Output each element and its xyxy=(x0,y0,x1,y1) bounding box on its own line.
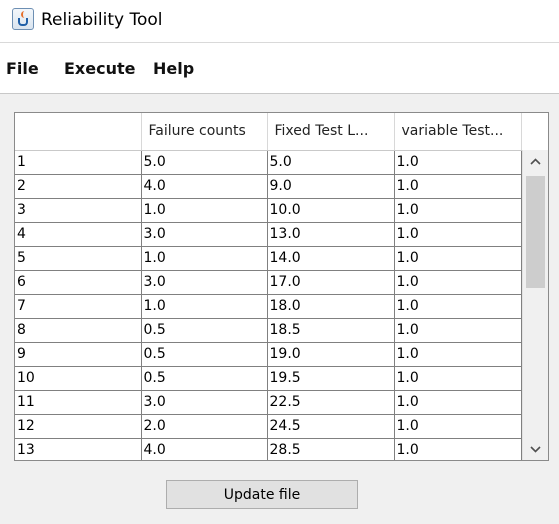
table-row[interactable]: 10 0.5 19.5 1.0 xyxy=(15,366,522,391)
menu-execute[interactable]: Execute xyxy=(64,59,136,78)
data-table-panel: Failure counts Fixed Test L... variable … xyxy=(14,112,549,461)
table-row[interactable]: 2 4.0 9.0 1.0 xyxy=(15,174,522,199)
row-index-cell[interactable]: 3 xyxy=(15,198,142,223)
row-index-cell[interactable]: 8 xyxy=(15,318,142,343)
variable-test-cell[interactable]: 1.0 xyxy=(394,150,522,175)
table-row[interactable]: 6 3.0 17.0 1.0 xyxy=(15,270,522,295)
fixed-test-length-cell[interactable]: 10.0 xyxy=(267,198,395,223)
failure-count-cell[interactable]: 3.0 xyxy=(141,222,268,247)
failure-count-cell[interactable]: 4.0 xyxy=(141,438,268,460)
variable-test-cell[interactable]: 1.0 xyxy=(394,438,522,460)
menu-help[interactable]: Help xyxy=(153,59,195,78)
chevron-down-icon[interactable] xyxy=(523,438,548,460)
failure-data-table: Failure counts Fixed Test L... variable … xyxy=(15,113,522,460)
scrollbar-thumb[interactable] xyxy=(526,176,545,288)
fixed-test-length-cell[interactable]: 17.0 xyxy=(267,270,395,295)
row-index-cell[interactable]: 7 xyxy=(15,294,142,319)
variable-test-cell[interactable]: 1.0 xyxy=(394,390,522,415)
row-index-cell[interactable]: 6 xyxy=(15,270,142,295)
failure-count-cell[interactable]: 4.0 xyxy=(141,174,268,199)
fixed-test-length-cell[interactable]: 18.0 xyxy=(267,294,395,319)
table-row[interactable]: 7 1.0 18.0 1.0 xyxy=(15,294,522,319)
java-cup-icon xyxy=(12,8,34,30)
variable-test-cell[interactable]: 1.0 xyxy=(394,294,522,319)
failure-count-cell[interactable]: 3.0 xyxy=(141,270,268,295)
column-header-fixed-test-length[interactable]: Fixed Test L... xyxy=(267,113,395,151)
failure-count-cell[interactable]: 2.0 xyxy=(141,414,268,439)
table-row[interactable]: 4 3.0 13.0 1.0 xyxy=(15,222,522,247)
chevron-up-icon[interactable] xyxy=(523,150,548,172)
fixed-test-length-cell[interactable]: 28.5 xyxy=(267,438,395,460)
fixed-test-length-cell[interactable]: 5.0 xyxy=(267,150,395,175)
table-row[interactable]: 12 2.0 24.5 1.0 xyxy=(15,414,522,439)
table-row[interactable]: 13 4.0 28.5 1.0 xyxy=(15,438,522,460)
menu-bar: File Execute Help xyxy=(0,42,559,94)
failure-count-cell[interactable]: 1.0 xyxy=(141,198,268,223)
variable-test-cell[interactable]: 1.0 xyxy=(394,270,522,295)
vertical-scrollbar[interactable] xyxy=(522,150,548,460)
variable-test-cell[interactable]: 1.0 xyxy=(394,414,522,439)
table-row[interactable]: 3 1.0 10.0 1.0 xyxy=(15,198,522,223)
fixed-test-length-cell[interactable]: 9.0 xyxy=(267,174,395,199)
column-header-variable-test[interactable]: variable Test... xyxy=(394,113,522,151)
row-index-cell[interactable]: 11 xyxy=(15,390,142,415)
failure-count-cell[interactable]: 0.5 xyxy=(141,366,268,391)
variable-test-cell[interactable]: 1.0 xyxy=(394,198,522,223)
failure-count-cell[interactable]: 0.5 xyxy=(141,318,268,343)
row-index-cell[interactable]: 4 xyxy=(15,222,142,247)
failure-count-cell[interactable]: 1.0 xyxy=(141,294,268,319)
table-row[interactable]: 5 1.0 14.0 1.0 xyxy=(15,246,522,271)
row-index-cell[interactable]: 13 xyxy=(15,438,142,460)
window-title: Reliability Tool xyxy=(41,10,163,30)
fixed-test-length-cell[interactable]: 22.5 xyxy=(267,390,395,415)
column-header-failure-counts[interactable]: Failure counts xyxy=(141,113,268,151)
fixed-test-length-cell[interactable]: 19.0 xyxy=(267,342,395,367)
fixed-test-length-cell[interactable]: 18.5 xyxy=(267,318,395,343)
row-index-cell[interactable]: 10 xyxy=(15,366,142,391)
row-index-cell[interactable]: 5 xyxy=(15,246,142,271)
variable-test-cell[interactable]: 1.0 xyxy=(394,318,522,343)
failure-count-cell[interactable]: 0.5 xyxy=(141,342,268,367)
variable-test-cell[interactable]: 1.0 xyxy=(394,342,522,367)
variable-test-cell[interactable]: 1.0 xyxy=(394,246,522,271)
table-row[interactable]: 8 0.5 18.5 1.0 xyxy=(15,318,522,343)
table-row[interactable]: 1 5.0 5.0 1.0 xyxy=(15,150,522,175)
title-bar: Reliability Tool xyxy=(0,0,559,42)
menu-file[interactable]: File xyxy=(6,59,39,78)
row-index-cell[interactable]: 2 xyxy=(15,174,142,199)
table-row[interactable]: 11 3.0 22.5 1.0 xyxy=(15,390,522,415)
update-file-button[interactable]: Update file xyxy=(166,480,358,509)
row-index-cell[interactable]: 9 xyxy=(15,342,142,367)
fixed-test-length-cell[interactable]: 13.0 xyxy=(267,222,395,247)
variable-test-cell[interactable]: 1.0 xyxy=(394,366,522,391)
fixed-test-length-cell[interactable]: 24.5 xyxy=(267,414,395,439)
failure-count-cell[interactable]: 1.0 xyxy=(141,246,268,271)
variable-test-cell[interactable]: 1.0 xyxy=(394,222,522,247)
fixed-test-length-cell[interactable]: 19.5 xyxy=(267,366,395,391)
row-index-cell[interactable]: 1 xyxy=(15,150,142,175)
column-header-index[interactable] xyxy=(15,113,142,151)
failure-count-cell[interactable]: 3.0 xyxy=(141,390,268,415)
row-index-cell[interactable]: 12 xyxy=(15,414,142,439)
failure-count-cell[interactable]: 5.0 xyxy=(141,150,268,175)
fixed-test-length-cell[interactable]: 14.0 xyxy=(267,246,395,271)
table-row[interactable]: 9 0.5 19.0 1.0 xyxy=(15,342,522,367)
table-header-row: Failure counts Fixed Test L... variable … xyxy=(15,113,522,151)
variable-test-cell[interactable]: 1.0 xyxy=(394,174,522,199)
